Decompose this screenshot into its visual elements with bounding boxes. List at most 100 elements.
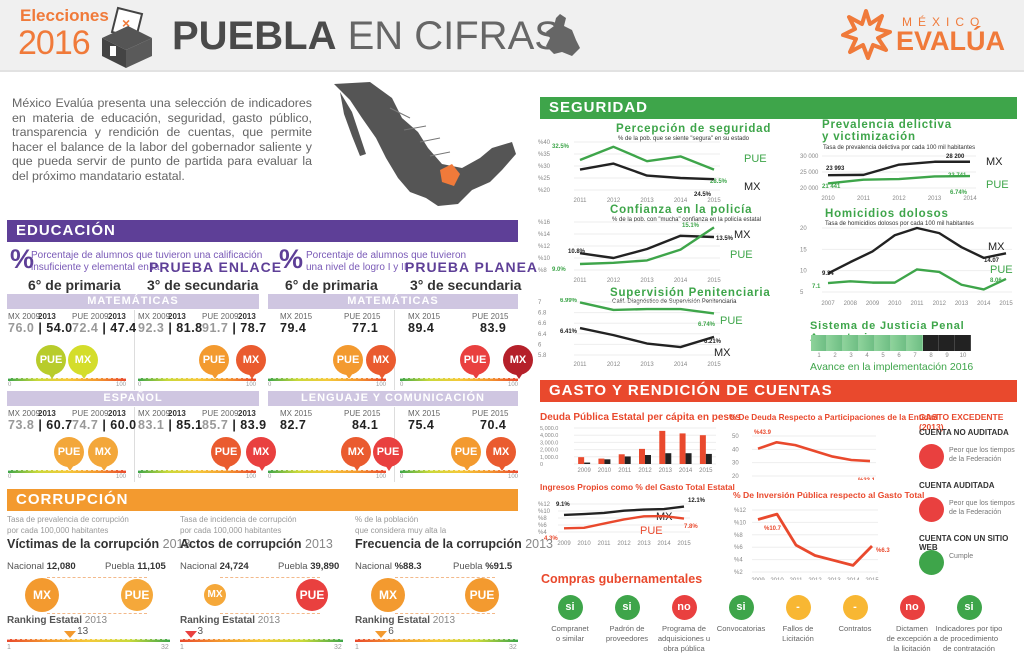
prevalencia-subtitle: Tasa de prevalencia delictiva por cada 1… [823,145,976,151]
x-tick-label: 2015 [865,578,879,580]
excedente-heading: CUENTA AUDITADA [919,481,995,490]
scale-bar [138,378,256,381]
ranking-label: Ranking Estatal 2013 [7,615,107,626]
excedente-desc-1: Cumple [949,553,974,560]
mx-2009: 76.0 [8,321,35,335]
homicidios-subtitle: Tasa de homicidios dolosos por cada 100 … [825,221,974,227]
label-mx-2009: MX 2009 [8,409,41,418]
last-value-label: 14.07 [984,258,1000,264]
corr-desc-1: Tasa de incidencia de corrupción [180,515,297,524]
y-tick-label: %40 [538,140,551,146]
bar-pue [659,430,666,464]
svg-text:×: × [122,15,130,31]
y-tick-label: 20 [732,474,739,480]
compras-label-line: Convocatorias [716,624,766,633]
scale-min: 0 [138,382,142,388]
x-tick-label: 2009 [751,578,765,580]
title-light: EN CIFRAS [336,14,561,58]
nac-label: Nacional [7,561,44,572]
nac-number: %88.3 [394,561,422,572]
sjpa-step [955,335,971,351]
pue-2009: 85.7 [202,418,229,432]
last-value-label: 6.21% [704,339,722,345]
last-value-label: 28 200 [946,154,965,160]
y-tick-label: %12 [538,502,551,508]
mx-bubble: MX [366,345,396,379]
scale-max: 100 [376,382,387,388]
sep: | [228,418,241,432]
scale-bar [8,378,126,381]
compras-label-line: Indicadores por tipo [935,624,1003,633]
scale-bar [400,378,518,381]
label-mx-2015: MX 2015 [408,409,441,418]
label-2013: 2013 [238,409,256,418]
scale-min: 0 [400,382,404,388]
chart-deuda: 5,000.04,000.03,000.0 2,000.01,000.00 2009… [540,426,716,474]
compras-label-line: Programa de [662,624,706,633]
pue-label: Puebla [105,561,135,572]
rank-marker [375,631,388,638]
status-dot [919,497,944,522]
series-name-mx: MX [988,241,1005,253]
compras-item: si Padrón de proveedores [592,595,662,644]
series-line-pue [757,512,874,567]
y-tick-label: 40 [732,447,739,453]
compras-label-line: de excepción a [886,634,938,643]
x-tick-label: 2012 [892,196,906,202]
subject-espanol: ESPAÑOL [7,391,259,406]
label-mx-2009: MX 2009 [138,409,171,418]
grade-primaria: 6° de primaria [28,277,121,293]
chart-confianza: %16 %14 %12 %10 %8 2011 2012 2013 2014 2015 10.8% 1… [538,220,753,284]
subject-lenguaje: LENGUAJE Y COMUNICACIÓN [268,391,518,406]
y-tick-label: %6 [538,523,547,529]
ranking-scale [180,639,343,642]
compras-status: no [899,595,925,620]
ranking-scale [355,639,518,642]
mx-bubble: MX [503,345,533,379]
mx-bubble: MX [88,437,118,471]
x-tick-label: 2012 [933,301,947,307]
corr-year: 2013 [521,537,553,551]
sjpa-progress-bar [811,335,971,351]
prueba-planea: PRUEBA PLANEA [405,259,539,275]
compras-label-line: de contratación [943,644,995,653]
compras-label: Padrón de proveedores [592,624,662,644]
y-tick-label: 5 [800,290,804,296]
x-tick-label: 2009 [577,468,591,474]
compras-label: Convocatorias [706,624,776,634]
y-tick-label: %10 [538,509,551,515]
scale-bar [268,378,386,381]
y-tick-label: 30 [732,461,739,467]
pue-bubble: PUE [121,579,153,611]
confianza-title: Confianza en la policía [610,204,753,216]
value-mx: 73.8 | 60.7 [8,418,73,432]
series-name-mx: MX [744,181,761,193]
scale-max: 100 [116,382,127,388]
corr-title: Víctimas de la corrupción 2013 [7,537,190,551]
sjpa-step-label: 4 [865,353,869,359]
corr-title-text: Víctimas de la corrupción [7,537,160,551]
y-tick-label: 6.6 [538,321,547,327]
label-mx-2015: MX 2015 [280,312,313,321]
pue-bubble: PUE [333,345,363,379]
y-tick-label: 25 000 [800,170,819,176]
percepcion-title: Percepción de seguridad [616,123,772,135]
compras-label: Indicadores por tipo de procedimiento de c… [934,624,1004,654]
last-value-label: 8.06 [990,278,1002,284]
value-pue-2015: 77.1 [352,321,379,335]
mx-bubble: MX [236,345,266,379]
puebla-value: Puebla 11,105 [105,561,166,572]
chart-inversion: %12 %10 %8 %6 %4 %2 2009 2010 2011 2012 2013 2014 20… [734,508,890,580]
bar-pue [699,435,706,464]
x-tick-label: 2011 [790,578,804,580]
bar-pue [618,454,625,464]
pue-2009: 74.7 [72,418,99,432]
first-value-label: 32.5% [552,144,570,150]
y-tick-label: %30 [538,164,551,170]
status-dot [919,550,944,575]
enlace-desc-1: Porcentaje de alumnos que tuvieron una c… [31,250,263,261]
educacion-header: EDUCACIÓN [7,220,518,242]
dash-line [395,577,495,578]
x-tick-label: 2012 [617,541,631,547]
